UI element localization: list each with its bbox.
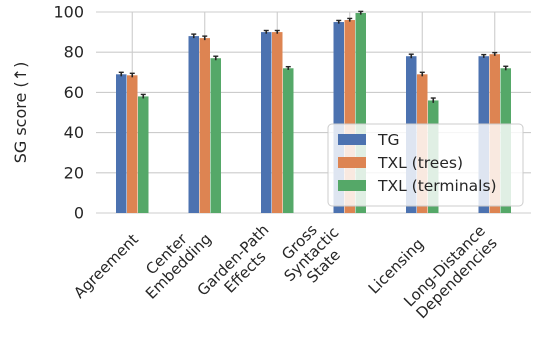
legend-swatch [338, 157, 366, 168]
bar-tg [116, 74, 127, 213]
x-tick-label: Agreement [70, 230, 142, 302]
bar-txl-trees [344, 20, 355, 213]
y-tick-label: 100 [53, 3, 84, 22]
y-tick-label: 40 [64, 123, 84, 142]
x-axis-ticks: Agreement CenterEmbeddingGarden-PathEffec… [70, 211, 501, 322]
y-tick-label: 0 [74, 204, 84, 223]
x-tick-label: Garden-PathEffects [194, 221, 285, 312]
legend-label: TXL (terminals) [377, 177, 497, 195]
error-bars [118, 10, 509, 103]
legend-label: TG [377, 131, 399, 149]
bar-txl-terminals [355, 13, 366, 213]
legend: TG TXL (trees) TXL (terminals) [327, 123, 524, 207]
bar-txl-trees [199, 38, 210, 213]
y-tick-label: 80 [64, 43, 84, 62]
bar-tg [333, 22, 344, 213]
y-axis-ticks: 0 20 40 60 80 100 [53, 3, 84, 223]
grid-lines [96, 11, 531, 214]
legend-label: TXL (trees) [377, 154, 463, 172]
y-tick-label: 20 [64, 163, 84, 182]
bar-tg [261, 32, 272, 213]
bar-txl-terminals [283, 68, 294, 213]
x-tick-label: GrossSyntacticState [268, 211, 354, 297]
bar-txl-trees [127, 75, 138, 213]
legend-swatch [338, 134, 366, 145]
bar-txl-terminals [138, 96, 149, 213]
legend-swatch [338, 180, 366, 191]
bar-tg [188, 36, 199, 214]
bar-txl-trees [272, 32, 283, 213]
bar-txl-terminals [210, 58, 221, 214]
y-tick-label: 60 [64, 83, 84, 102]
legend-box [327, 123, 524, 207]
y-axis-label: SG score (↑) [11, 62, 30, 164]
